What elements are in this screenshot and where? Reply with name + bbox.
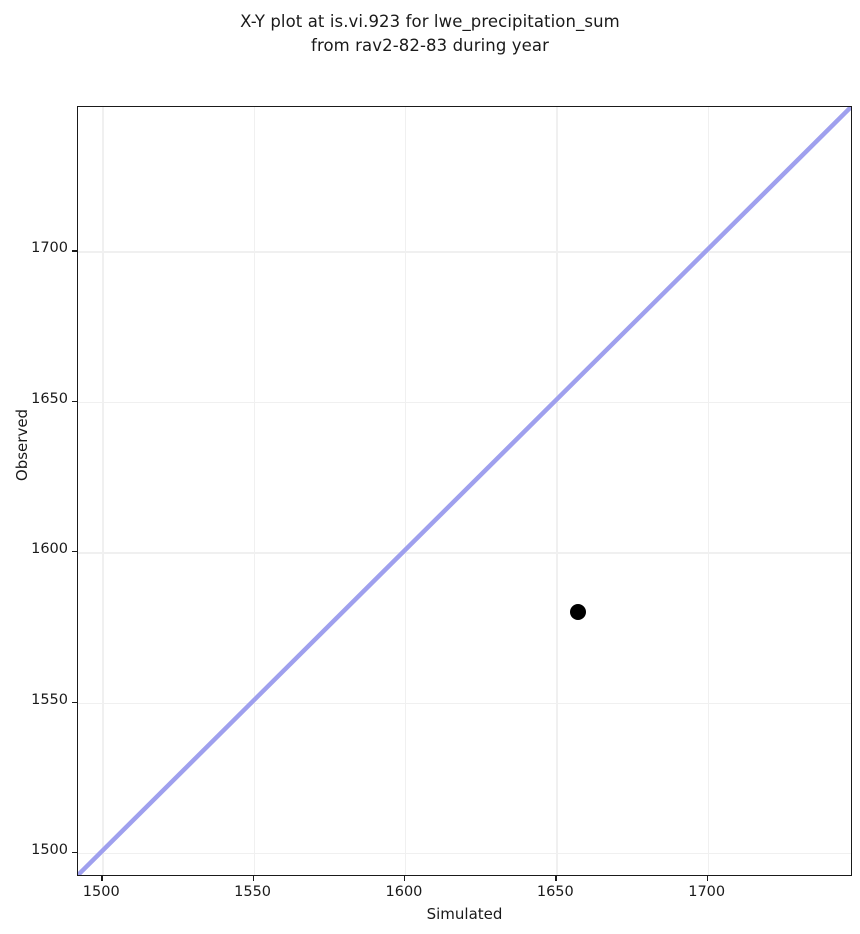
x-tick-label: 1600	[385, 884, 423, 900]
x-tick-mark	[252, 876, 254, 881]
x-tick-label: 1650	[536, 884, 574, 900]
x-tick-label: 1500	[82, 884, 120, 900]
gridline-horizontal	[78, 852, 851, 855]
data-point-marker	[569, 604, 586, 621]
gridline-vertical	[707, 107, 710, 875]
x-tick-label: 1550	[234, 884, 272, 900]
y-tick-label: 1700	[31, 240, 68, 257]
gridline-vertical	[404, 107, 407, 875]
y-tick-label: 1600	[31, 541, 68, 558]
y-tick-mark	[72, 250, 77, 252]
x-tick-mark	[555, 876, 557, 881]
gridline-horizontal	[78, 702, 851, 704]
y-axis-label: Observed	[13, 408, 31, 482]
gridline-vertical	[556, 107, 558, 875]
gridline-horizontal	[78, 251, 851, 253]
x-tick-mark	[403, 876, 406, 881]
y-tick-mark	[72, 551, 77, 553]
y-tick-label: 1650	[31, 390, 68, 407]
gridline-vertical	[253, 107, 255, 875]
gridline-horizontal	[78, 401, 851, 404]
y-tick-mark	[72, 400, 77, 403]
y-axis-ticks: 1500 1550 1600 1650 1700	[0, 0, 68, 934]
y-tick-label: 1550	[31, 691, 68, 708]
y-tick-mark	[72, 851, 77, 854]
x-tick-label: 1700	[688, 884, 726, 900]
one-to-one-reference-line	[78, 107, 851, 875]
gridline-horizontal	[78, 552, 851, 554]
x-axis-label: Simulated	[426, 905, 503, 923]
gridline-vertical	[102, 107, 104, 875]
y-tick-mark	[72, 701, 77, 703]
y-tick-label: 1500	[31, 841, 68, 858]
x-tick-mark	[706, 876, 708, 881]
plot-area	[77, 106, 852, 876]
x-tick-mark	[101, 876, 103, 881]
chart-title: X-Y plot at is.vi.923 for lwe_precipitat…	[240, 12, 620, 55]
